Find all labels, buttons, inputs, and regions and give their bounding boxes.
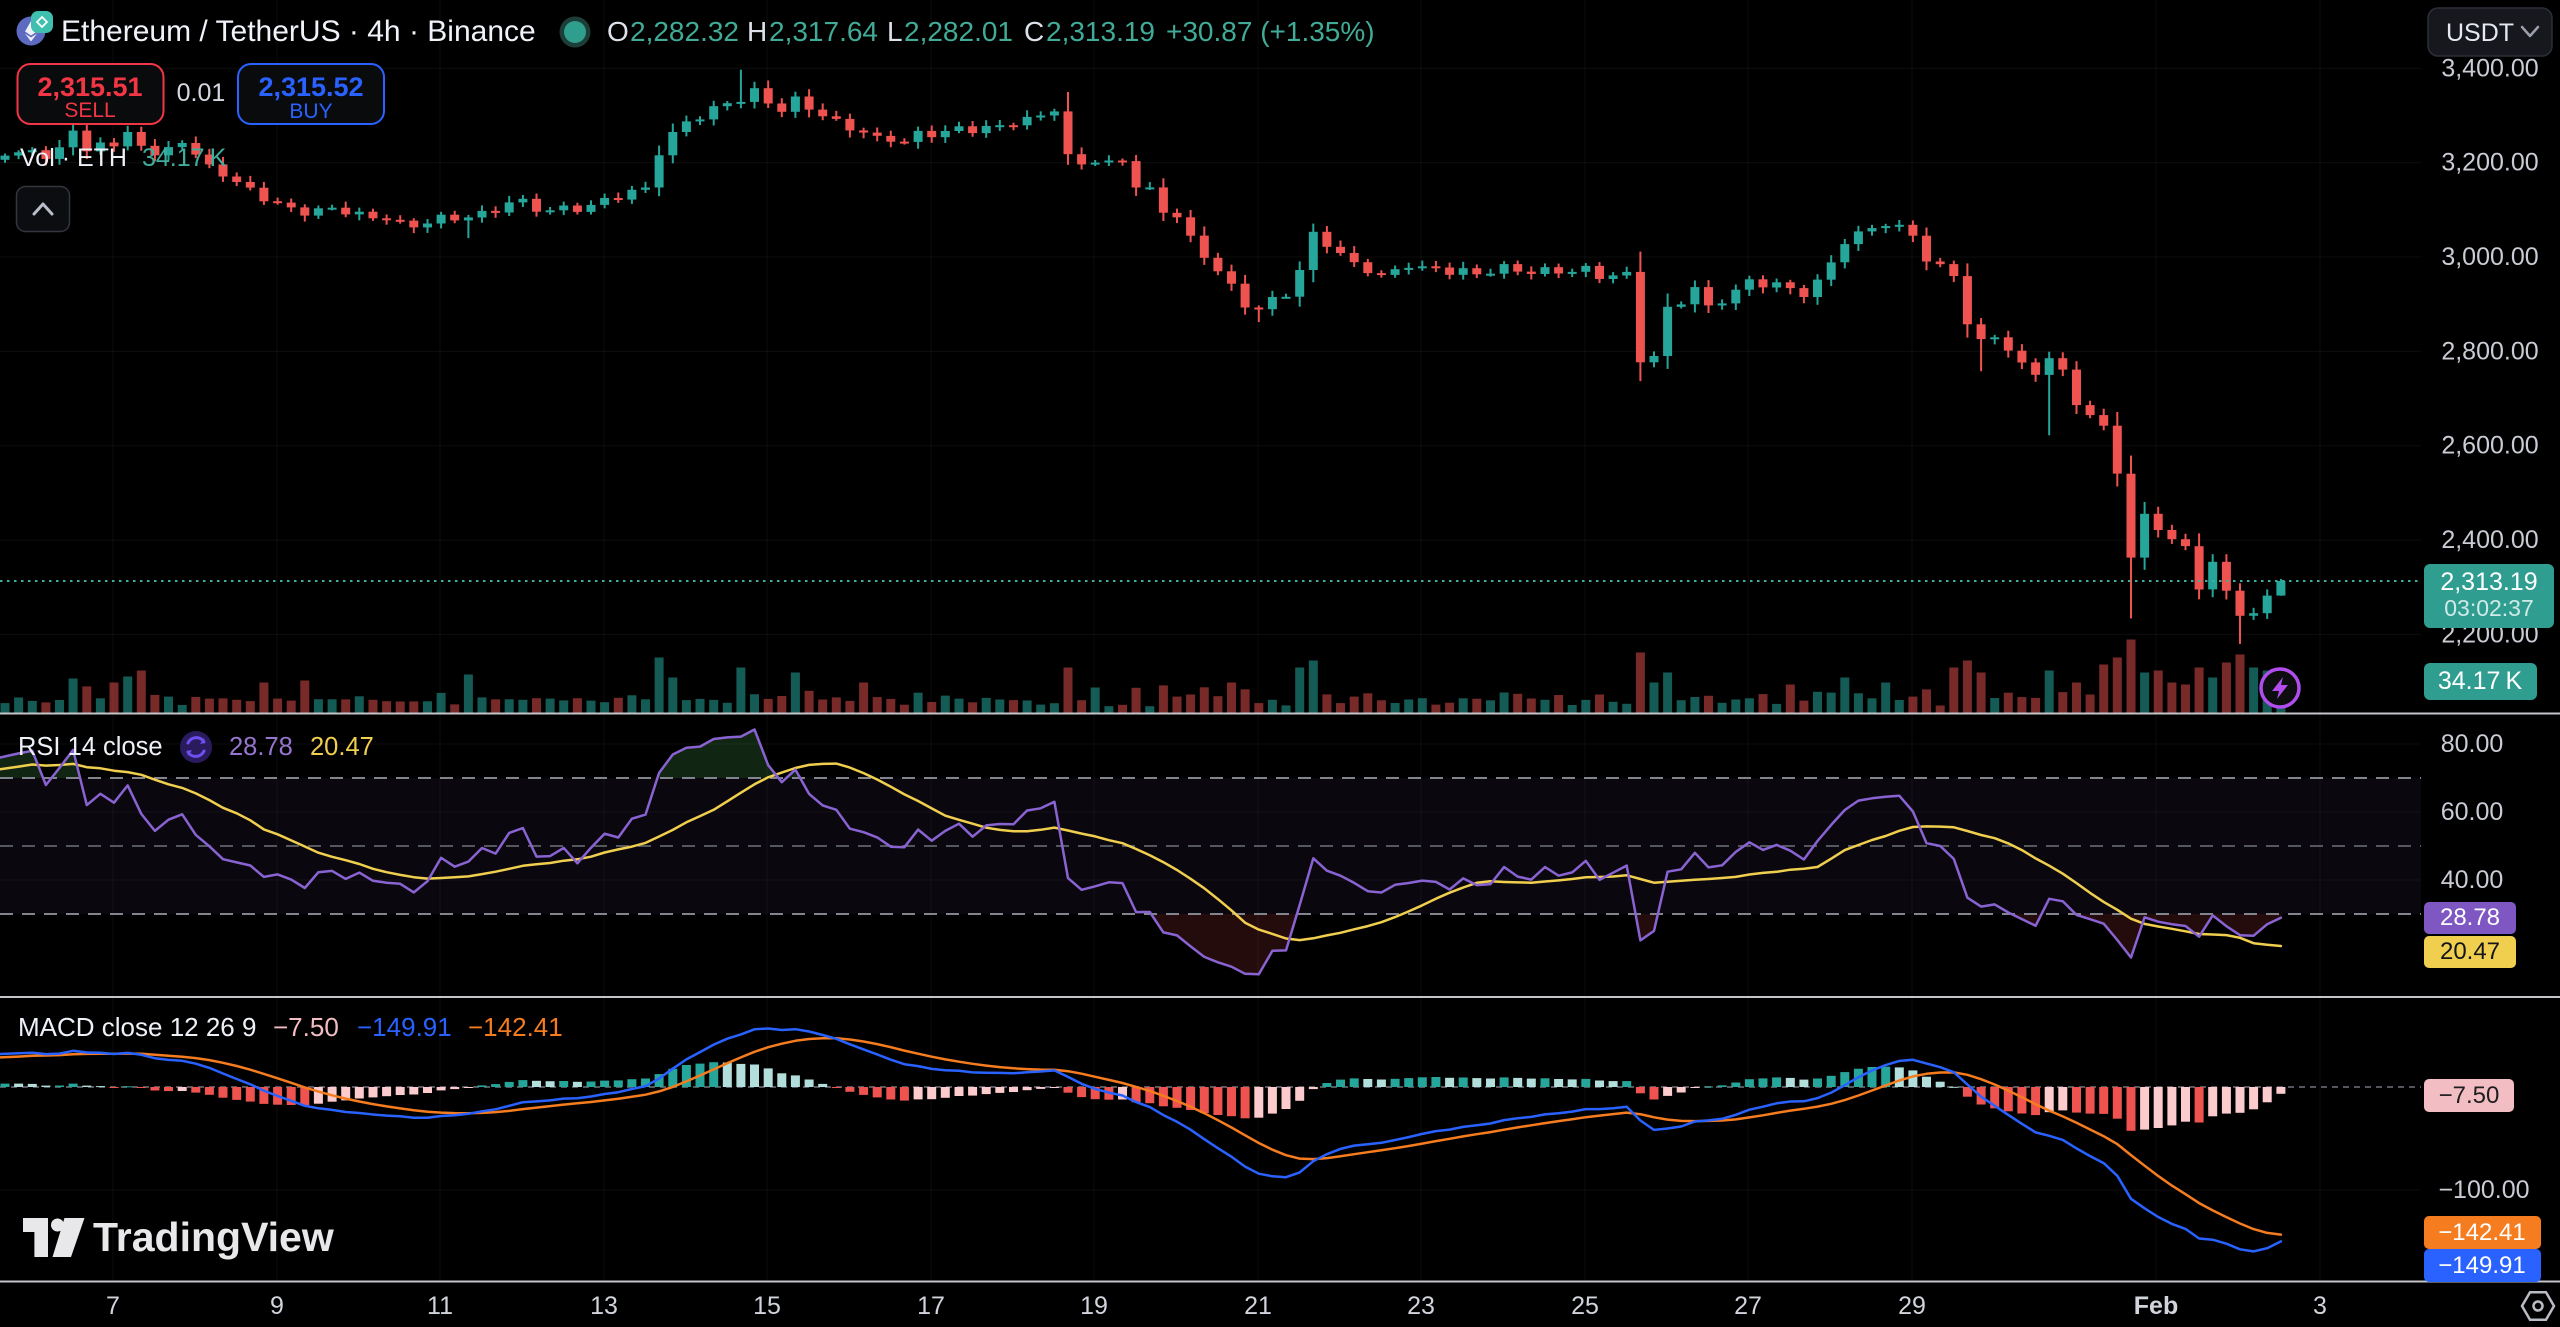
- svg-text:40.00: 40.00: [2441, 866, 2504, 894]
- svg-text:Feb: Feb: [2134, 1292, 2178, 1320]
- svg-text:3,000.00: 3,000.00: [2441, 243, 2538, 271]
- svg-text:−149.91: −149.91: [2438, 1252, 2525, 1279]
- svg-text:23: 23: [1407, 1292, 1435, 1320]
- svg-text:−100.00: −100.00: [2438, 1176, 2529, 1204]
- svg-text:2,315.51: 2,315.51: [37, 72, 142, 102]
- svg-text:2,315.52: 2,315.52: [258, 72, 363, 102]
- svg-text:34.17 K: 34.17 K: [2438, 667, 2523, 695]
- svg-text:−7.50: −7.50: [273, 1012, 339, 1042]
- svg-text:13: 13: [590, 1292, 618, 1320]
- svg-text:BUY: BUY: [289, 100, 332, 123]
- svg-text:2,313.19: 2,313.19: [2440, 568, 2537, 596]
- svg-text:21: 21: [1244, 1292, 1272, 1320]
- svg-text:2,600.00: 2,600.00: [2441, 432, 2538, 460]
- svg-text:−142.41: −142.41: [2438, 1219, 2525, 1246]
- svg-text:9: 9: [270, 1292, 284, 1320]
- svg-text:−142.41: −142.41: [468, 1012, 563, 1042]
- svg-text:34.17 K: 34.17 K: [142, 144, 227, 172]
- svg-text:2,800.00: 2,800.00: [2441, 337, 2538, 365]
- svg-text:SELL: SELL: [64, 99, 115, 122]
- svg-text:19: 19: [1080, 1292, 1108, 1320]
- svg-text:3: 3: [2313, 1292, 2327, 1320]
- svg-text:28.78: 28.78: [229, 733, 293, 761]
- svg-text:3,200.00: 3,200.00: [2441, 149, 2538, 177]
- svg-text:17: 17: [917, 1292, 945, 1320]
- svg-text:27: 27: [1734, 1292, 1762, 1320]
- svg-text:USDT: USDT: [2446, 19, 2514, 47]
- svg-text:3,400.00: 3,400.00: [2441, 54, 2538, 82]
- svg-text:20.47: 20.47: [310, 733, 374, 761]
- svg-text:03:02:37: 03:02:37: [2444, 595, 2534, 621]
- svg-text:20.47: 20.47: [2440, 938, 2500, 965]
- svg-text:29: 29: [1898, 1292, 1926, 1320]
- svg-text:7: 7: [106, 1292, 120, 1320]
- svg-text:28.78: 28.78: [2440, 904, 2500, 931]
- svg-text:TradingView: TradingView: [93, 1214, 334, 1260]
- svg-text:RSI 14 close: RSI 14 close: [18, 733, 163, 761]
- svg-text:Vol · ETH: Vol · ETH: [20, 144, 127, 172]
- svg-text:80.00: 80.00: [2441, 730, 2504, 758]
- svg-text:0.01: 0.01: [177, 79, 226, 107]
- svg-text:11: 11: [427, 1292, 453, 1320]
- svg-text:Ethereum / TetherUS · 4h · Bin: Ethereum / TetherUS · 4h · Binance: [61, 15, 536, 48]
- svg-text:60.00: 60.00: [2441, 798, 2504, 826]
- svg-text:MACD close 12 26 9: MACD close 12 26 9: [18, 1012, 256, 1042]
- svg-text:−7.50: −7.50: [2439, 1082, 2500, 1109]
- svg-text:15: 15: [753, 1292, 781, 1320]
- svg-text:25: 25: [1571, 1292, 1599, 1320]
- svg-text:2,400.00: 2,400.00: [2441, 526, 2538, 554]
- svg-text:−149.91: −149.91: [357, 1012, 452, 1042]
